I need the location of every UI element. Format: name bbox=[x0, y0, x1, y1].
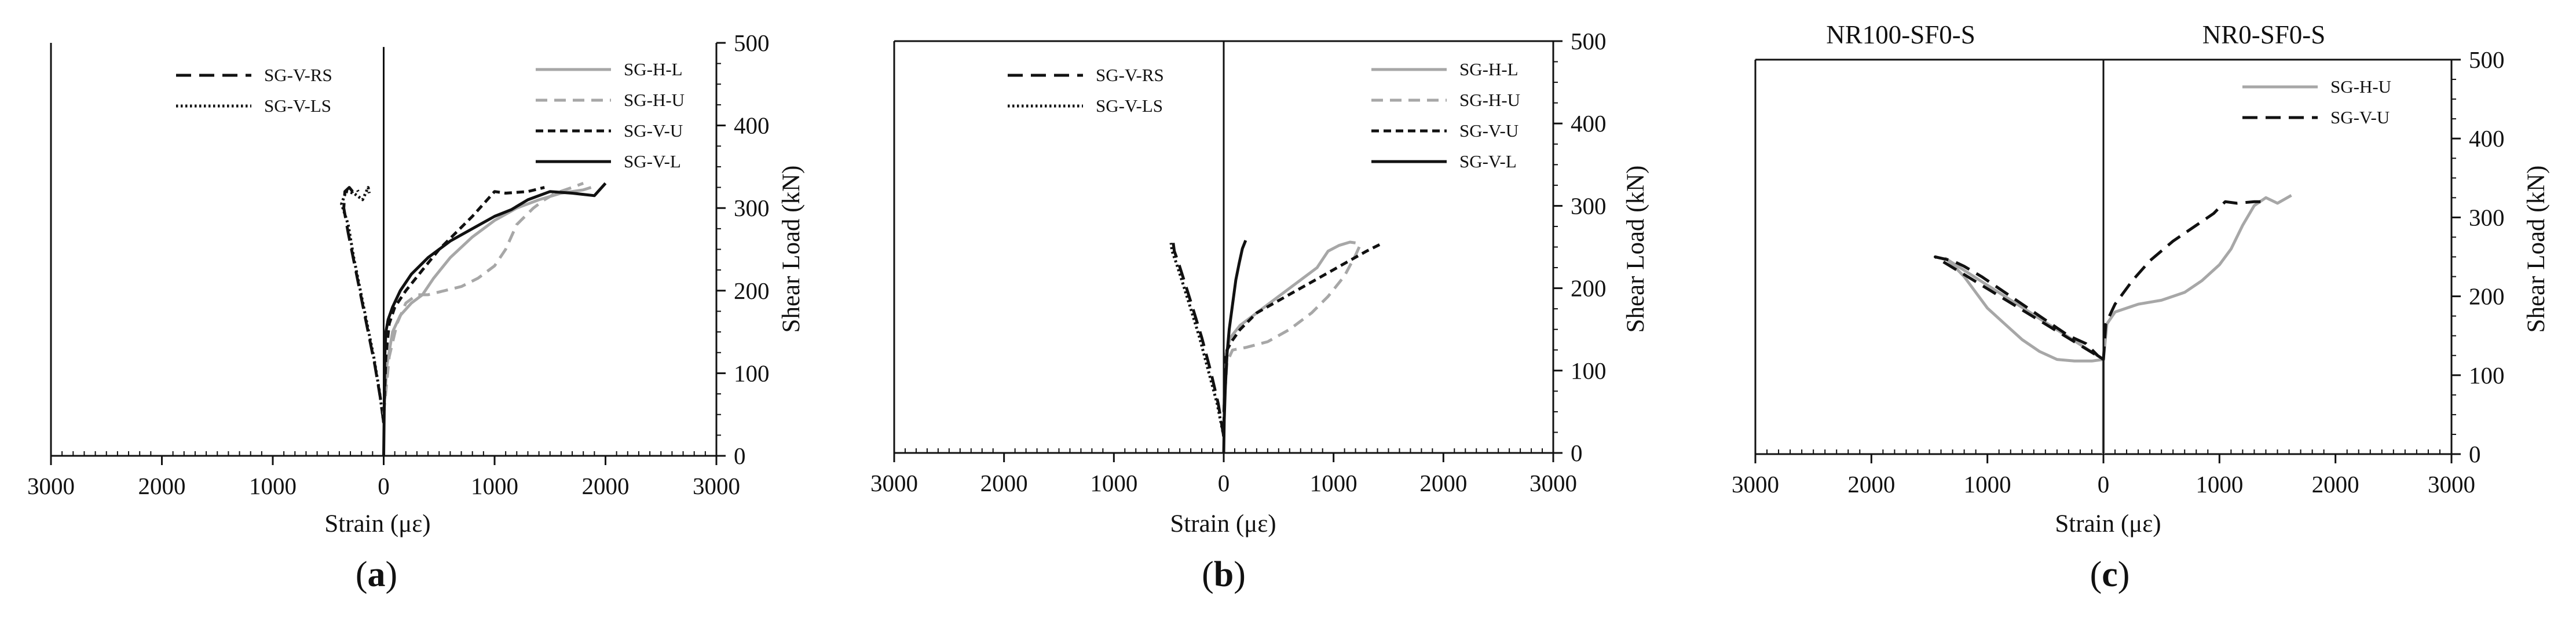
series-sg-h-u bbox=[1222, 242, 1363, 412]
x-tick-label: 2000 bbox=[1419, 470, 1467, 496]
legend-label-sg-v-l: SG-V-L bbox=[624, 151, 681, 171]
x-tick-label: 2000 bbox=[980, 470, 1028, 496]
x-tick-label: 2000 bbox=[2312, 471, 2359, 498]
panel-b-ticks: 3000 2000 1000 0 1000 2000 3000 0 100 200 300 400 50… bbox=[870, 28, 1607, 496]
y-tick-label: 100 bbox=[1571, 357, 1607, 384]
series-sg-v-l bbox=[382, 182, 607, 456]
x-tick-label: 1000 bbox=[471, 473, 518, 499]
panel-a-legend-right: SG-H-L SG-H-U SG-V-U SG-V-L bbox=[536, 59, 685, 171]
series-sg-v-u bbox=[1934, 200, 2266, 361]
x-tick-label: 2000 bbox=[582, 473, 630, 499]
y-tick-label: 0 bbox=[1571, 440, 1583, 466]
series-sg-v-rs bbox=[1172, 243, 1225, 437]
x-tick-label: 1000 bbox=[1090, 470, 1137, 496]
subtitle-left: NR100-SF0-S bbox=[1826, 20, 1975, 49]
x-axis-title: Strain (με) bbox=[324, 510, 430, 537]
y-axis-title: Shear Load (kN) bbox=[1622, 166, 1649, 333]
panel-a: 3000 2000 1000 0 1000 2000 3000 0 100 200 300 400 50… bbox=[27, 30, 805, 594]
y-tick-label: 400 bbox=[2469, 125, 2505, 152]
x-tick-label: 3000 bbox=[1732, 471, 1779, 498]
x-tick-label: 0 bbox=[1218, 470, 1230, 496]
legend-label-sg-h-u: SG-H-U bbox=[624, 90, 685, 110]
panel-b: 3000 2000 1000 0 1000 2000 3000 0 100 200 300 400 50… bbox=[870, 28, 1649, 594]
x-tick-label: 3000 bbox=[693, 473, 740, 499]
y-tick-label: 300 bbox=[734, 195, 770, 221]
y-tick-label: 500 bbox=[734, 30, 770, 56]
panel-label: (c) bbox=[2090, 555, 2130, 594]
panel-a-legend-left: SG-V-RS SG-V-LS bbox=[176, 65, 332, 116]
subtitle-right: NR0-SF0-S bbox=[2202, 20, 2326, 49]
series-sg-v-rs bbox=[342, 186, 385, 423]
panel-b-legend-right: SG-H-L SG-H-U SG-V-U SG-V-L bbox=[1371, 59, 1520, 171]
y-tick-label: 100 bbox=[734, 360, 770, 386]
legend-label-sg-v-rs: SG-V-RS bbox=[264, 65, 332, 85]
legend-label-sg-v-u: SG-V-U bbox=[1459, 120, 1518, 141]
y-tick-label: 300 bbox=[1571, 192, 1607, 219]
x-tick-label: 2000 bbox=[1847, 471, 1895, 498]
panel-b-plot-area bbox=[1169, 41, 1384, 454]
legend-label-sg-h-u: SG-H-U bbox=[1459, 90, 1520, 110]
legend-label-sg-v-ls: SG-V-LS bbox=[264, 96, 331, 116]
panel-b-legend-left: SG-V-RS SG-V-LS bbox=[1008, 65, 1164, 116]
y-tick-label: 500 bbox=[1571, 28, 1607, 54]
y-tick-label: 0 bbox=[734, 443, 746, 469]
y-tick-label: 500 bbox=[2469, 46, 2505, 73]
x-tick-label: 3000 bbox=[870, 470, 918, 496]
legend-label-sg-h-u: SG-H-U bbox=[2330, 76, 2391, 97]
series-sg-v-l bbox=[1222, 240, 1247, 454]
legend-label-sg-h-l: SG-H-L bbox=[624, 59, 683, 79]
legend-label-sg-v-u: SG-V-U bbox=[624, 120, 683, 141]
panel-c-legend-right: SG-H-U SG-V-U bbox=[2242, 76, 2391, 127]
panel-c: 3000 2000 1000 0 1000 2000 3000 0 100 200 300 400 50… bbox=[1732, 20, 2550, 594]
y-tick-label: 200 bbox=[734, 277, 770, 304]
series-sg-h-u bbox=[382, 182, 584, 415]
panel-a-ticks: 3000 2000 1000 0 1000 2000 3000 0 100 200 300 400 50… bbox=[27, 30, 770, 499]
x-tick-label: 1000 bbox=[249, 473, 297, 499]
panel-c-plot-area bbox=[1934, 60, 2292, 454]
x-tick-label: 0 bbox=[2098, 471, 2110, 498]
x-axis-title: Strain (με) bbox=[1170, 510, 1276, 537]
legend-label-sg-v-rs: SG-V-RS bbox=[1096, 65, 1164, 85]
panel-label: (b) bbox=[1202, 555, 1246, 594]
y-axis-title: Shear Load (kN) bbox=[2523, 166, 2550, 333]
x-tick-label: 3000 bbox=[1529, 470, 1577, 496]
x-tick-label: 2000 bbox=[138, 473, 186, 499]
series-sg-v-u bbox=[382, 186, 545, 423]
x-tick-label: 1000 bbox=[1310, 470, 1357, 496]
y-tick-label: 200 bbox=[2469, 283, 2505, 310]
x-tick-label: 3000 bbox=[27, 473, 75, 499]
y-tick-label: 200 bbox=[1571, 275, 1607, 302]
x-axis-title: Strain (με) bbox=[2055, 510, 2161, 537]
legend-label-sg-v-ls: SG-V-LS bbox=[1096, 96, 1163, 116]
legend-label-sg-h-l: SG-H-L bbox=[1459, 59, 1518, 79]
panel-a-plot-area bbox=[340, 47, 607, 456]
y-tick-label: 300 bbox=[2469, 204, 2505, 231]
legend-label-sg-v-u: SG-V-U bbox=[2330, 107, 2390, 127]
x-tick-label: 3000 bbox=[2428, 471, 2475, 498]
y-tick-label: 400 bbox=[1571, 110, 1607, 137]
series-sg-v-ls bbox=[1169, 243, 1225, 437]
y-tick-label: 100 bbox=[2469, 362, 2505, 389]
panel-label: (a) bbox=[356, 555, 397, 594]
series-sg-v-ls bbox=[340, 186, 385, 423]
y-tick-label: 0 bbox=[2469, 441, 2481, 467]
y-axis-title: Shear Load (kN) bbox=[778, 166, 805, 333]
x-tick-label: 0 bbox=[378, 473, 390, 499]
series-sg-h-u bbox=[1944, 194, 2292, 454]
series-sg-v-u bbox=[1222, 242, 1384, 437]
panel-c-ticks: 3000 2000 1000 0 1000 2000 3000 0 100 200 300 400 50… bbox=[1732, 46, 2505, 498]
x-tick-label: 1000 bbox=[2196, 471, 2243, 498]
y-tick-label: 400 bbox=[734, 112, 770, 139]
legend-label-sg-v-l: SG-V-L bbox=[1459, 151, 1517, 171]
x-tick-label: 1000 bbox=[1964, 471, 2011, 498]
